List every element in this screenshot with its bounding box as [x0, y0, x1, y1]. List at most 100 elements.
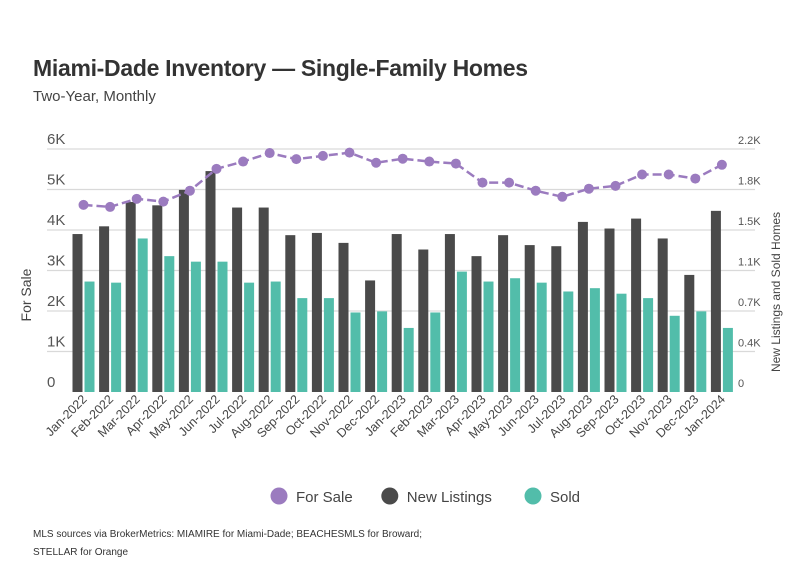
- bar-new-listings: [444, 234, 455, 392]
- bar-new-listings: [99, 226, 110, 392]
- right-tick-label: 1.8K: [738, 176, 761, 188]
- point-for-sale: [344, 147, 355, 158]
- bar-new-listings: [710, 210, 721, 392]
- legend-label: Sold: [550, 489, 580, 506]
- bar-sold: [217, 261, 228, 392]
- left-tick-label: 6K: [47, 131, 65, 148]
- bar-sold: [722, 327, 733, 392]
- point-for-sale: [663, 169, 674, 180]
- bar-new-listings: [338, 242, 349, 392]
- bar-sold: [137, 238, 148, 392]
- bar-sold: [111, 282, 122, 392]
- bar-new-listings: [205, 171, 216, 392]
- left-tick-label: 0: [47, 374, 55, 391]
- legend-label: For Sale: [296, 489, 353, 506]
- left-tick-label: 4K: [47, 212, 65, 229]
- bar-new-listings: [125, 202, 136, 392]
- right-tick-label: 1.1K: [738, 257, 761, 269]
- bar-new-listings: [604, 228, 615, 392]
- point-for-sale: [450, 158, 461, 169]
- bar-new-listings: [498, 235, 509, 392]
- bar-new-listings: [178, 189, 189, 392]
- left-tick-label: 3K: [47, 253, 65, 270]
- bar-sold: [563, 291, 574, 392]
- point-for-sale: [105, 201, 116, 212]
- bar-sold: [270, 281, 281, 392]
- footnote-line-1: MLS sources via BrokerMetrics: MIAMIRE f…: [33, 529, 422, 540]
- point-for-sale: [637, 169, 648, 180]
- footnote-line-2: STELLAR for Orange: [33, 547, 129, 558]
- bar-new-listings: [285, 235, 296, 392]
- legend-label: New Listings: [407, 489, 492, 506]
- bar-sold: [616, 293, 627, 392]
- bar-sold: [297, 298, 308, 392]
- point-for-sale: [158, 196, 169, 207]
- right-axis-title: New Listings and Sold Homes: [769, 212, 783, 372]
- bar-new-listings: [365, 280, 376, 392]
- bar-sold: [483, 281, 494, 392]
- right-tick-label: 2.2K: [738, 135, 761, 147]
- point-for-sale: [264, 148, 275, 159]
- left-tick-label: 1K: [47, 334, 65, 351]
- bar-sold: [350, 312, 361, 392]
- chart-title: Miami-Dade Inventory — Single-Family Hom…: [33, 55, 528, 81]
- legend-marker: [270, 487, 288, 505]
- bar-new-listings: [577, 221, 588, 392]
- bar-sold: [696, 311, 707, 392]
- bar-new-listings: [152, 205, 163, 392]
- bar-new-listings: [418, 249, 429, 392]
- point-for-sale: [238, 156, 249, 167]
- point-for-sale: [291, 154, 302, 165]
- bar-sold: [536, 282, 547, 392]
- legend-marker: [381, 487, 399, 505]
- bar-sold: [430, 312, 441, 392]
- bar-new-listings: [471, 256, 482, 392]
- bar-new-listings: [684, 274, 695, 392]
- bar-sold: [377, 311, 388, 392]
- bar-new-listings: [391, 234, 402, 392]
- point-for-sale: [184, 185, 195, 196]
- legend-marker: [524, 487, 542, 505]
- bar-sold: [589, 288, 600, 392]
- point-for-sale: [583, 183, 594, 194]
- bar-new-listings: [311, 232, 322, 392]
- bar-sold: [669, 315, 680, 392]
- right-tick-label: 1.5K: [738, 216, 761, 228]
- bar-new-listings: [258, 207, 269, 392]
- point-for-sale: [530, 185, 541, 196]
- left-axis-title: For Sale: [18, 268, 34, 321]
- point-for-sale: [477, 177, 488, 188]
- left-tick-label: 5K: [47, 172, 65, 189]
- bar-sold: [84, 281, 95, 392]
- point-for-sale: [211, 163, 222, 174]
- bar-sold: [244, 282, 255, 392]
- point-for-sale: [131, 193, 142, 204]
- right-tick-label: 0.7K: [738, 297, 761, 309]
- point-for-sale: [557, 191, 568, 202]
- bar-new-listings: [232, 207, 243, 392]
- bar-sold: [164, 256, 175, 392]
- point-for-sale: [78, 199, 89, 210]
- bar-sold: [643, 298, 654, 392]
- point-for-sale: [397, 153, 408, 164]
- bar-sold: [323, 298, 334, 392]
- bar-sold: [190, 261, 201, 392]
- point-for-sale: [690, 173, 701, 184]
- left-tick-label: 2K: [47, 293, 65, 310]
- point-for-sale: [424, 156, 435, 167]
- bar-new-listings: [657, 238, 668, 392]
- point-for-sale: [716, 159, 727, 170]
- right-tick-label: 0: [738, 378, 744, 390]
- right-tick-label: 0.4K: [738, 338, 761, 350]
- point-for-sale: [371, 157, 382, 168]
- point-for-sale: [317, 150, 328, 161]
- bar-new-listings: [72, 234, 83, 392]
- bar-sold: [403, 327, 414, 392]
- bar-new-listings: [551, 246, 562, 392]
- bar-new-listings: [631, 218, 642, 392]
- point-for-sale: [504, 177, 515, 188]
- bar-sold: [510, 278, 521, 392]
- chart-subtitle: Two-Year, Monthly: [33, 88, 156, 105]
- bar-sold: [456, 271, 467, 392]
